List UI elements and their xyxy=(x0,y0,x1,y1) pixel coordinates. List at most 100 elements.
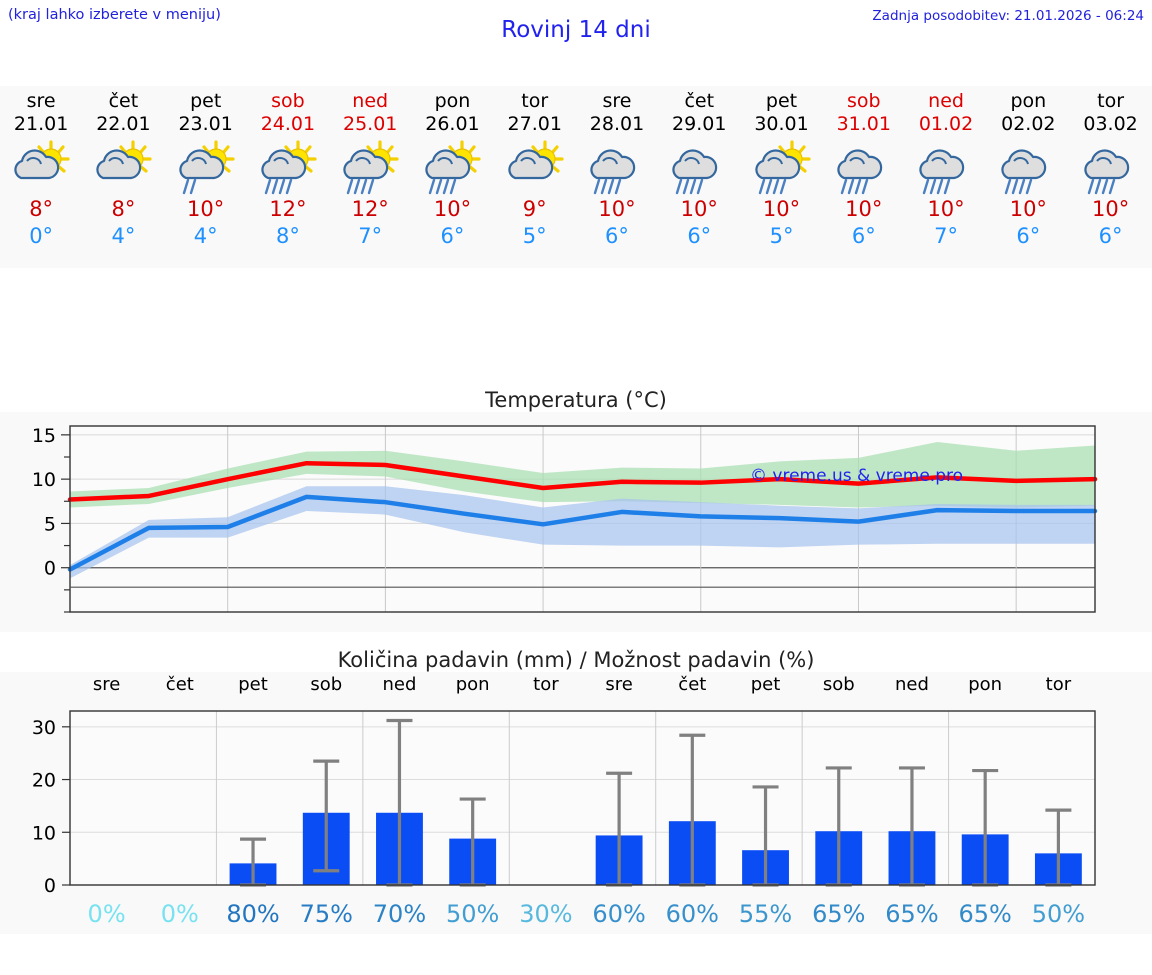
day-date: 01.02 xyxy=(918,113,974,135)
precip-day-label-2: pet xyxy=(238,674,268,695)
day-date: 21.01 xyxy=(13,113,69,135)
day-max-temp: 8° xyxy=(29,197,54,221)
day-min-temp: 6° xyxy=(1098,224,1123,248)
precip-probability-8: 60% xyxy=(665,900,719,928)
rain-cloud-icon xyxy=(1069,138,1151,195)
precip-probability-12: 65% xyxy=(958,900,1012,928)
watermark-text: © vreme.us & vreme.pro xyxy=(750,466,964,486)
day-name: pet xyxy=(765,90,798,112)
day-max-temp: 10° xyxy=(187,197,225,221)
day-column-8[interactable]: čet 29.01 10° 6° xyxy=(658,86,740,268)
precip-probability-1: 0% xyxy=(160,900,199,928)
day-column-5[interactable]: pon 26.01 10° 6° xyxy=(411,86,493,268)
day-date: 30.01 xyxy=(754,113,809,135)
sun-behind-cloud-icon xyxy=(82,138,164,194)
day-name: ned xyxy=(352,90,389,112)
day-name: sre xyxy=(602,90,632,112)
precip-probability-13: 50% xyxy=(1031,900,1086,928)
temp-ytick-0: 0 xyxy=(44,558,56,580)
precip-probability-4: 70% xyxy=(372,900,427,928)
precip-ytick-0: 0 xyxy=(44,875,56,895)
rain-cloud-icon xyxy=(576,138,658,195)
precip-probability-10: 65% xyxy=(812,900,866,928)
precip-day-label-1: čet xyxy=(165,674,194,695)
precip-day-label-7: sre xyxy=(605,674,633,695)
precip-probability-11: 65% xyxy=(885,900,939,928)
day-column-6[interactable]: tor 27.01 9° 5° xyxy=(494,86,576,268)
precip-day-label-0: sre xyxy=(92,674,121,695)
day-name: sre xyxy=(26,90,56,112)
sun-behind-cloud-icon xyxy=(0,138,82,194)
day-column-9[interactable]: pet 30.01 10° 5° xyxy=(740,86,822,268)
sun-behind-rain-cloud-icon xyxy=(740,138,822,195)
day-column-13[interactable]: tor 03.02 10° 6° xyxy=(1069,86,1151,268)
day-max-temp: 10° xyxy=(598,197,636,221)
precip-day-label-11: ned xyxy=(894,674,929,695)
page-header: (kraj lahko izberete v meniju) Rovinj 14… xyxy=(0,0,1152,60)
temperature-chart-title: Temperatura (°C) xyxy=(485,388,667,412)
sun-behind-rain-cloud-icon xyxy=(247,138,329,195)
day-max-temp: 10° xyxy=(433,197,472,221)
day-date: 28.01 xyxy=(589,113,645,135)
day-date: 25.01 xyxy=(342,113,398,135)
temp-ytick-5: 5 xyxy=(44,513,56,535)
precip-day-label-10: sob xyxy=(822,674,855,695)
precipitation-day-labels: sre čet pet sob ned pon tor sre čet pet sob ned pon t… xyxy=(0,674,1152,698)
day-min-temp: 6° xyxy=(851,224,876,248)
day-max-temp: 10° xyxy=(927,197,965,221)
day-min-temp: 5° xyxy=(522,224,547,248)
precip-errorbar-3 xyxy=(313,759,340,873)
day-name: čet xyxy=(684,90,715,112)
day-name: čet xyxy=(108,90,139,112)
day-min-temp: 4° xyxy=(193,224,218,248)
rain-cloud-icon xyxy=(823,138,905,195)
day-min-temp: 7° xyxy=(358,224,383,248)
day-date: 24.01 xyxy=(260,113,316,135)
precip-probability-2: 80% xyxy=(226,900,280,928)
day-column-7[interactable]: sre 28.01 10° 6° xyxy=(576,86,658,268)
day-column-10[interactable]: sob 31.01 10° 6° xyxy=(823,86,905,268)
temp-ytick-15: 15 xyxy=(32,425,56,447)
day-name: ned xyxy=(928,90,964,112)
precip-probability-3: 75% xyxy=(299,900,353,928)
menu-hint-text[interactable]: (kraj lahko izberete v meniju) xyxy=(8,7,221,23)
day-column-4[interactable]: ned 25.01 12° 7° xyxy=(329,86,411,268)
temp-ytick-10: 10 xyxy=(32,469,56,491)
sun-behind-rain-cloud-light-icon xyxy=(165,138,247,195)
day-max-temp: 9° xyxy=(522,197,547,221)
day-max-temp: 10° xyxy=(845,197,883,221)
day-name: sob xyxy=(271,90,305,112)
day-name: pon xyxy=(1010,90,1047,112)
precip-probability-5: 50% xyxy=(446,900,500,928)
precip-probability-6: 30% xyxy=(519,900,573,928)
day-max-temp: 10° xyxy=(1009,197,1047,221)
day-min-temp: 6° xyxy=(605,224,629,248)
precip-day-label-13: tor xyxy=(1045,674,1072,695)
precipitation-probability-labels: 0% 0% 80% 75% 70% 50% 30% 60% 60% 55% 65% 65% 65% 50% xyxy=(0,900,1152,934)
precip-probability-7: 60% xyxy=(592,900,646,928)
page-title: Rovinj 14 dni xyxy=(501,17,651,43)
day-column-0[interactable]: sre 21.01 8° 0° xyxy=(0,86,82,268)
day-min-temp: 8° xyxy=(275,224,300,248)
daily-forecast-strip: sre 21.01 8° 0° čet 22.01 8° 4° pet 23.01 10° 4° sob… xyxy=(0,86,1152,268)
day-max-temp: 10° xyxy=(680,197,718,221)
day-name: pet xyxy=(190,90,222,112)
day-column-1[interactable]: čet 22.01 8° 4° xyxy=(82,86,164,268)
day-date: 27.01 xyxy=(507,113,562,135)
sun-behind-rain-cloud-icon xyxy=(329,138,411,195)
precip-probability-9: 55% xyxy=(738,900,793,928)
day-column-11[interactable]: ned 01.02 10° 7° xyxy=(905,86,987,268)
rain-cloud-icon xyxy=(658,138,740,195)
day-column-3[interactable]: sob 24.01 12° 8° xyxy=(247,86,329,268)
day-max-temp: 10° xyxy=(762,197,801,221)
day-name: pon xyxy=(434,90,471,112)
day-column-12[interactable]: pon 02.02 10° 6° xyxy=(987,86,1069,268)
day-min-temp: 5° xyxy=(769,224,794,248)
day-date: 26.01 xyxy=(425,113,480,135)
precip-ytick-10: 10 xyxy=(32,822,56,844)
day-column-2[interactable]: pet 23.01 10° 4° xyxy=(165,86,247,268)
day-name: tor xyxy=(1097,90,1125,112)
day-max-temp: 12° xyxy=(269,197,307,221)
day-date: 29.01 xyxy=(672,113,727,135)
